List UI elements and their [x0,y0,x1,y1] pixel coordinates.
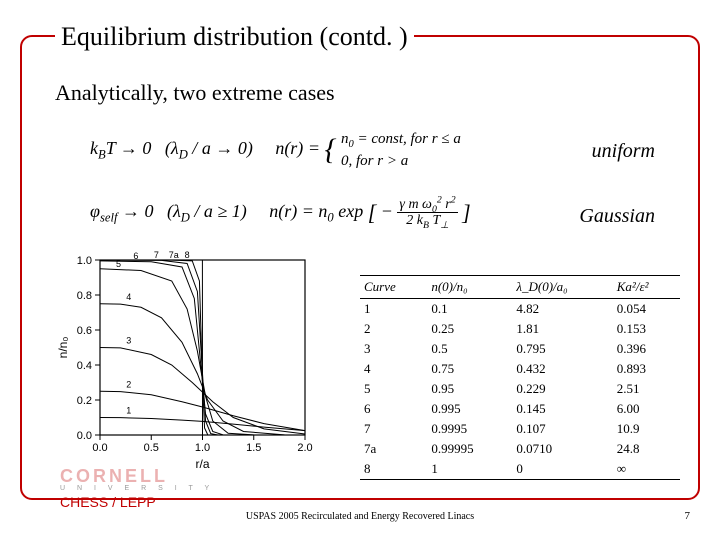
table-header: Ka²/ε² [613,276,680,299]
svg-text:7: 7 [154,250,159,260]
svg-text:1: 1 [126,406,131,416]
logo-cornell: CORNELL [60,466,214,487]
table-row: 50.950.2292.51 [360,379,680,399]
table-row: 10.14.820.054 [360,299,680,320]
equation-gaussian: φself → 0 (λD / a ≥ 1) n(r) = n0 exp [ −… [90,195,471,231]
eq1-top: n0 = const, for r ≤ a [341,131,461,147]
svg-text:7a: 7a [169,250,179,260]
slide-title: Equilibrium distribution (contd. ) [55,22,414,52]
table-row: 70.99950.10710.9 [360,419,680,439]
eq1-bot: 0, for r > a [341,153,408,169]
table-header: λ_D(0)/a₀ [512,276,612,299]
svg-text:8: 8 [185,250,190,260]
table-row: 810∞ [360,459,680,480]
svg-text:5: 5 [116,259,121,269]
svg-text:0.8: 0.8 [77,290,92,302]
table-row: 40.750.4320.893 [360,359,680,379]
parameters-table: Curven(0)/n₀λ_D(0)/a₀Ka²/ε²10.14.820.054… [360,275,680,480]
label-gaussian: Gaussian [579,205,655,228]
svg-text:0.0: 0.0 [77,430,92,442]
cornell-logo: CORNELL U N I V E R S I T Y CHESS / LEPP [60,466,214,510]
svg-text:1.5: 1.5 [246,442,261,454]
table-row: 7a0.999950.071024.8 [360,439,680,459]
subtitle: Analytically, two extreme cases [55,80,335,106]
svg-text:0.6: 0.6 [77,325,92,337]
equation-uniform: kBT → 0 (λD / a → 0) n(r) = { n0 = const… [90,130,461,170]
svg-text:1.0: 1.0 [77,255,92,267]
label-uniform: uniform [592,140,655,163]
table-row: 20.251.810.153 [360,319,680,339]
svg-text:n/n₀: n/n₀ [56,337,70,359]
density-profile-chart: 0.00.51.01.52.00.00.20.40.60.81.0r/an/n₀… [55,250,315,470]
svg-text:2: 2 [126,379,131,389]
table-header: Curve [360,276,427,299]
footer-text: USPAS 2005 Recirculated and Energy Recov… [0,511,720,522]
svg-text:3: 3 [126,336,131,346]
page-number: 7 [685,510,691,522]
svg-text:0.0: 0.0 [92,442,107,454]
svg-text:4: 4 [126,292,131,302]
svg-text:0.4: 0.4 [77,360,92,372]
svg-text:1.0: 1.0 [195,442,210,454]
svg-text:0.2: 0.2 [77,395,92,407]
logo-chess: CHESS / LEPP [60,494,214,510]
table-header: n(0)/n₀ [427,276,512,299]
table-row: 60.9950.1456.00 [360,399,680,419]
svg-text:2.0: 2.0 [297,442,312,454]
svg-text:6: 6 [133,251,138,261]
svg-text:0.5: 0.5 [144,442,159,454]
table-row: 30.50.7950.396 [360,339,680,359]
